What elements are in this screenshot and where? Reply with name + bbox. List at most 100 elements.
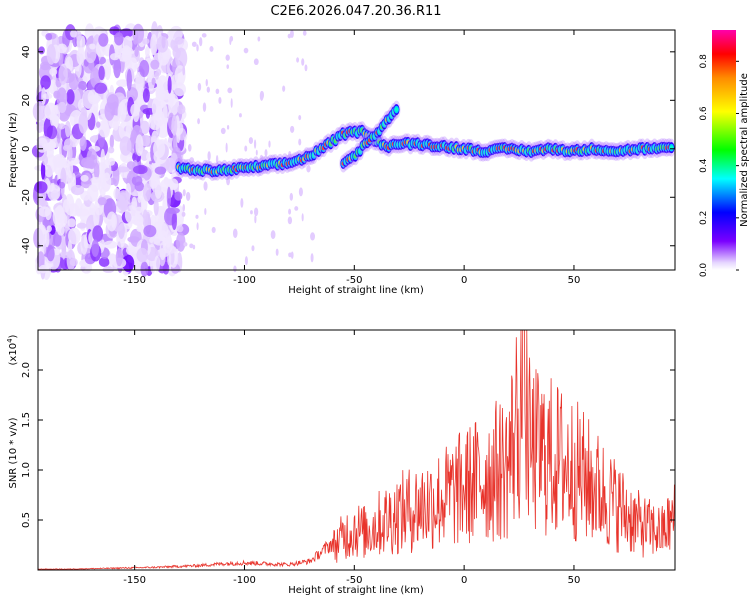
spectrogram-y-tick-label: 0	[21, 146, 32, 152]
noise-speckle	[171, 212, 177, 231]
noise-speckle-sparse	[187, 144, 192, 152]
noise-speckle	[53, 248, 61, 256]
noise-speckle-sparse	[270, 230, 276, 240]
noise-speckle	[94, 137, 108, 158]
noise-speckle-sparse	[182, 189, 186, 197]
spectrogram-y-tick-label: -20	[21, 189, 32, 205]
noise-speckle-sparse	[197, 118, 200, 125]
noise-speckle-sparse	[201, 33, 207, 38]
noise-speckle	[79, 136, 87, 151]
noise-speckle	[66, 249, 76, 271]
spectrogram-ridge-layer	[174, 100, 676, 182]
noise-speckle	[36, 251, 45, 268]
noise-speckle-sparse	[268, 140, 271, 148]
snr-x-tick-label: 0	[461, 575, 467, 586]
noise-speckle-sparse	[183, 242, 188, 247]
noise-speckle	[98, 65, 105, 81]
noise-speckle	[109, 134, 114, 149]
noise-speckle	[133, 165, 146, 174]
noise-speckle	[135, 206, 144, 214]
noise-speckle	[46, 43, 56, 65]
noise-speckle-sparse	[226, 176, 231, 186]
noise-speckle	[37, 224, 47, 246]
spectrogram-y-tick-label: 40	[21, 45, 32, 58]
noise-speckle	[137, 194, 142, 203]
noise-speckle	[67, 218, 77, 228]
noise-speckle-sparse	[257, 36, 261, 42]
colorbar-tick-label: 0.4	[699, 158, 709, 173]
noise-speckle	[91, 239, 100, 258]
spectrogram-y-tick-label: -40	[21, 238, 32, 254]
noise-speckle-sparse	[250, 210, 253, 215]
noise-speckle	[124, 205, 138, 224]
noise-speckle-sparse	[244, 256, 248, 266]
noise-speckle	[62, 144, 71, 151]
noise-speckle	[136, 224, 144, 233]
noise-speckle	[135, 71, 144, 93]
ridge-core	[394, 107, 399, 112]
noise-speckle	[125, 245, 137, 256]
noise-speckle-sparse	[290, 125, 295, 133]
noise-speckle	[100, 239, 105, 250]
noise-speckle-sparse	[298, 187, 303, 197]
noise-speckle	[66, 89, 75, 105]
noise-speckle-sparse	[301, 58, 305, 66]
noise-speckle-sparse	[294, 206, 299, 211]
snr-multiplier-base: (x10	[8, 343, 19, 366]
noise-speckle	[40, 75, 51, 90]
noise-speckle	[57, 101, 67, 113]
noise-speckle-sparse	[202, 102, 207, 112]
noise-speckle	[113, 57, 122, 79]
noise-speckle	[121, 45, 132, 63]
snr-panel: -150 -100 -50 0 50 0.5 1.0 1.5 2.0 Height of st…	[6, 329, 676, 596]
noise-speckle	[98, 257, 110, 268]
noise-speckle	[176, 232, 186, 252]
noise-speckle-sparse	[306, 165, 311, 173]
noise-speckle-sparse	[225, 142, 228, 153]
noise-speckle-sparse	[232, 228, 238, 239]
spectrogram-y-label: Frequency (Hz)	[8, 112, 19, 188]
colorbar-tick-label: 0.2	[699, 211, 709, 225]
noise-speckle	[76, 222, 87, 229]
spectrogram-x-tick-label: 0	[461, 275, 467, 286]
noise-speckle	[122, 254, 135, 273]
snr-multiplier-close: )	[8, 334, 19, 338]
noise-speckle-sparse	[248, 137, 254, 145]
noise-speckle	[41, 154, 48, 166]
noise-speckle-sparse	[195, 214, 199, 219]
noise-speckle	[167, 75, 172, 94]
noise-speckle	[130, 103, 140, 117]
noise-speckle	[134, 181, 145, 192]
noise-speckle-sparse	[191, 41, 197, 47]
snr-x-ticks: -150 -100 -50 0 50	[123, 330, 580, 586]
noise-speckle-sparse	[205, 78, 208, 87]
spectrogram-y-ticks: -40 -20 0 20 40	[21, 45, 675, 254]
spectrogram-x-tick-label: -100	[233, 275, 256, 286]
snr-x-tick-label: -150	[123, 575, 146, 586]
noise-speckle	[38, 46, 45, 55]
colorbar-tick-label: 0.6	[699, 106, 709, 121]
noise-speckle	[107, 157, 116, 166]
spectrogram-x-tick-label: -50	[346, 275, 362, 286]
noise-speckle	[174, 191, 183, 201]
noise-speckle-sparse	[226, 124, 230, 130]
noise-speckle	[51, 105, 61, 125]
noise-speckle	[153, 139, 166, 159]
noise-speckle	[134, 46, 139, 58]
noise-speckle	[32, 101, 46, 121]
colorbar-label: Normalized spectral amplitude	[739, 73, 750, 227]
noise-speckle	[116, 79, 130, 88]
noise-speckle	[106, 93, 119, 110]
noise-speckle	[116, 166, 130, 173]
snr-x-tick-label: -50	[346, 575, 362, 586]
noise-speckle	[98, 33, 109, 47]
noise-speckle	[64, 120, 71, 138]
noise-speckle	[139, 59, 150, 78]
noise-speckle-sparse	[233, 265, 237, 273]
noise-speckle-sparse	[275, 248, 279, 256]
noise-speckle	[115, 248, 123, 267]
noise-speckle	[177, 104, 186, 115]
noise-speckle-sparse	[298, 114, 302, 121]
noise-speckle-sparse	[298, 138, 302, 146]
